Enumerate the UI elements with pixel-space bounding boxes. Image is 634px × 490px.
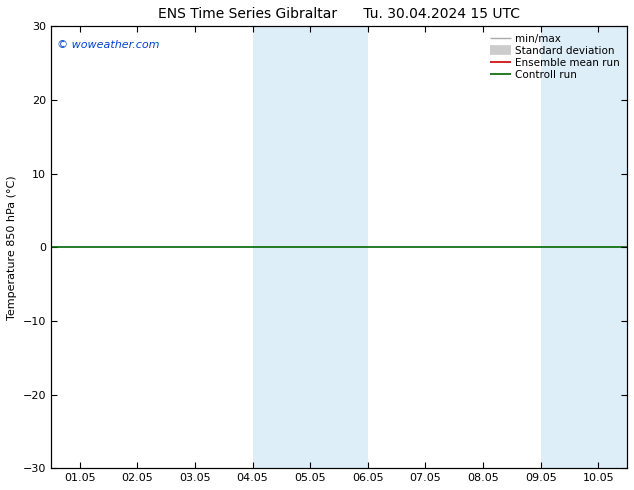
Title: ENS Time Series Gibraltar      Tu. 30.04.2024 15 UTC: ENS Time Series Gibraltar Tu. 30.04.2024… bbox=[158, 7, 520, 21]
Bar bbox=[581, 26, 627, 468]
Y-axis label: Temperature 850 hPa (°C): Temperature 850 hPa (°C) bbox=[7, 175, 17, 319]
Text: © woweather.com: © woweather.com bbox=[56, 40, 159, 49]
Bar bbox=[252, 26, 310, 468]
Bar bbox=[541, 26, 581, 468]
Bar bbox=[310, 26, 368, 468]
Legend: min/max, Standard deviation, Ensemble mean run, Controll run: min/max, Standard deviation, Ensemble me… bbox=[488, 31, 622, 82]
